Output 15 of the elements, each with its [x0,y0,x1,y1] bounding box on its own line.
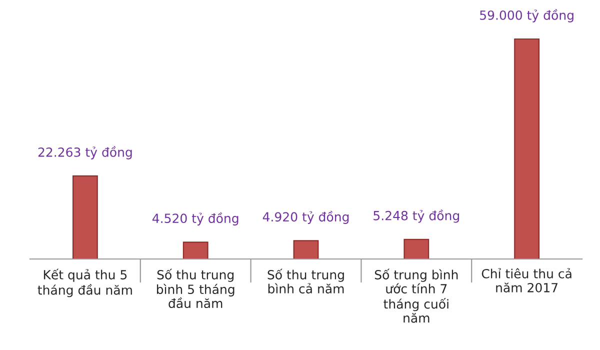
bar [182,242,208,259]
data-label: 5.248 tỷ đồng [374,210,459,223]
bar [514,38,540,259]
data-label: 59.000 tỷ đồng [480,9,574,22]
x-tick-label: Số thu trung bình cả năm [268,268,344,294]
bar [293,240,319,259]
x-tick-label: Số trung bình ước tính 7 tháng cuối năm [374,268,458,323]
data-label: 22.263 tỷ đồng [38,146,132,160]
x-tick-label: Chỉ tiêu thu cả năm 2017 [482,268,572,292]
data-label: 4.520 tỷ đồng [152,212,238,226]
x-tick-label: Số thu trung bình 5 tháng đầu năm [156,268,234,308]
data-label: 4.920 tỷ đồng [262,210,349,224]
bar [72,175,98,259]
x-tick-label: Kết quả thu 5 tháng đầu năm [38,268,132,298]
bar [404,238,430,259]
